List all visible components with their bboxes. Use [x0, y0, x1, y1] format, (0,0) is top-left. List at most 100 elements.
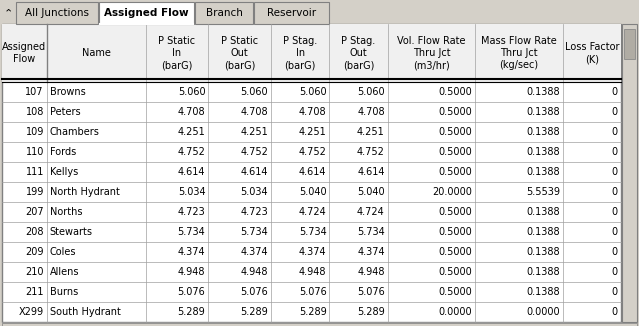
Text: P Stag.
In
(barG): P Stag. In (barG) — [283, 36, 318, 70]
Text: Coles: Coles — [50, 247, 76, 257]
Text: 5.289: 5.289 — [178, 307, 205, 317]
Text: 5.060: 5.060 — [357, 87, 385, 97]
Text: 5.734: 5.734 — [298, 227, 327, 237]
Text: 4.251: 4.251 — [178, 127, 205, 137]
Text: 4.614: 4.614 — [299, 167, 327, 177]
Text: 209: 209 — [26, 247, 44, 257]
Text: 108: 108 — [26, 107, 44, 117]
Text: 4.752: 4.752 — [240, 147, 268, 157]
Text: 111: 111 — [26, 167, 44, 177]
Text: Assigned
Flow: Assigned Flow — [3, 42, 47, 64]
Text: Stewarts: Stewarts — [50, 227, 93, 237]
Text: 4.948: 4.948 — [178, 267, 205, 277]
Text: 4.948: 4.948 — [299, 267, 327, 277]
Text: 4.374: 4.374 — [299, 247, 327, 257]
Text: 0: 0 — [612, 267, 618, 277]
Text: 4.723: 4.723 — [178, 207, 205, 217]
Bar — [254, 2, 329, 24]
Text: 0.5000: 0.5000 — [438, 167, 472, 177]
Text: 0.5000: 0.5000 — [438, 107, 472, 117]
Text: 4.752: 4.752 — [178, 147, 205, 157]
Text: 0.1388: 0.1388 — [526, 287, 560, 297]
Bar — [16, 2, 98, 24]
Text: 5.060: 5.060 — [299, 87, 327, 97]
Bar — [624, 29, 635, 59]
Text: 4.614: 4.614 — [241, 167, 268, 177]
Text: 0.1388: 0.1388 — [526, 207, 560, 217]
Text: Norths: Norths — [50, 207, 82, 217]
Text: 4.752: 4.752 — [357, 147, 385, 157]
Text: 0.5000: 0.5000 — [438, 227, 472, 237]
Text: 0.1388: 0.1388 — [526, 107, 560, 117]
Text: 0.1388: 0.1388 — [526, 247, 560, 257]
Text: P Static
Out
(barG): P Static Out (barG) — [221, 36, 258, 70]
Text: Reservoir: Reservoir — [267, 8, 316, 18]
Text: 0.0000: 0.0000 — [526, 307, 560, 317]
Text: 4.948: 4.948 — [241, 267, 268, 277]
Bar — [2, 323, 637, 326]
Text: 4.374: 4.374 — [178, 247, 205, 257]
Text: 107: 107 — [26, 87, 44, 97]
Text: P Static
In
(barG): P Static In (barG) — [158, 36, 196, 70]
Text: 0.1388: 0.1388 — [526, 87, 560, 97]
Text: 0.5000: 0.5000 — [438, 87, 472, 97]
Text: 0.1388: 0.1388 — [526, 127, 560, 137]
Text: Burns: Burns — [50, 287, 78, 297]
Text: 0.5000: 0.5000 — [438, 127, 472, 137]
Text: 5.289: 5.289 — [298, 307, 327, 317]
Text: 0.5000: 0.5000 — [438, 247, 472, 257]
Text: North Hydrant: North Hydrant — [50, 187, 119, 197]
Text: 0.5000: 0.5000 — [438, 207, 472, 217]
Text: 5.289: 5.289 — [240, 307, 268, 317]
Text: Browns: Browns — [50, 87, 86, 97]
Text: 4.251: 4.251 — [357, 127, 385, 137]
Text: 0.0000: 0.0000 — [438, 307, 472, 317]
Text: 5.040: 5.040 — [357, 187, 385, 197]
Bar — [195, 2, 253, 24]
Text: 210: 210 — [26, 267, 44, 277]
Text: Allens: Allens — [50, 267, 79, 277]
Text: 5.060: 5.060 — [178, 87, 205, 97]
Text: 5.076: 5.076 — [178, 287, 205, 297]
Text: 5.076: 5.076 — [298, 287, 327, 297]
Text: 0: 0 — [612, 207, 618, 217]
Text: 4.614: 4.614 — [178, 167, 205, 177]
Text: 0.5000: 0.5000 — [438, 287, 472, 297]
Bar — [99, 2, 194, 24]
Text: 5.734: 5.734 — [357, 227, 385, 237]
Text: 0.1388: 0.1388 — [526, 147, 560, 157]
Text: 0.1388: 0.1388 — [526, 227, 560, 237]
Text: 4.724: 4.724 — [298, 207, 327, 217]
Text: 4.374: 4.374 — [357, 247, 385, 257]
Text: All Junctions: All Junctions — [25, 8, 89, 18]
Text: 20.0000: 20.0000 — [433, 187, 472, 197]
Text: 4.374: 4.374 — [240, 247, 268, 257]
Text: 0.1388: 0.1388 — [526, 267, 560, 277]
Text: 5.076: 5.076 — [240, 287, 268, 297]
Text: 208: 208 — [26, 227, 44, 237]
Text: 0: 0 — [612, 307, 618, 317]
Text: 0: 0 — [612, 187, 618, 197]
Text: 199: 199 — [26, 187, 44, 197]
Bar — [622, 24, 637, 322]
Text: 4.251: 4.251 — [240, 127, 268, 137]
Text: 4.708: 4.708 — [240, 107, 268, 117]
Text: 4.723: 4.723 — [240, 207, 268, 217]
Text: 4.614: 4.614 — [357, 167, 385, 177]
Text: Name: Name — [82, 48, 111, 58]
Text: 0: 0 — [612, 87, 618, 97]
Text: 0: 0 — [612, 167, 618, 177]
Text: 0.1388: 0.1388 — [526, 167, 560, 177]
Text: 109: 109 — [26, 127, 44, 137]
Text: 4.708: 4.708 — [178, 107, 205, 117]
Text: 5.060: 5.060 — [240, 87, 268, 97]
Text: 5.040: 5.040 — [299, 187, 327, 197]
Text: Fords: Fords — [50, 147, 76, 157]
Text: Peters: Peters — [50, 107, 81, 117]
Text: Loss Factor
(K): Loss Factor (K) — [565, 42, 619, 64]
Text: 5.289: 5.289 — [357, 307, 385, 317]
Text: 207: 207 — [25, 207, 44, 217]
Text: 110: 110 — [26, 147, 44, 157]
Text: Vol. Flow Rate
Thru Jct
(m3/hr): Vol. Flow Rate Thru Jct (m3/hr) — [397, 36, 466, 70]
Text: 211: 211 — [26, 287, 44, 297]
